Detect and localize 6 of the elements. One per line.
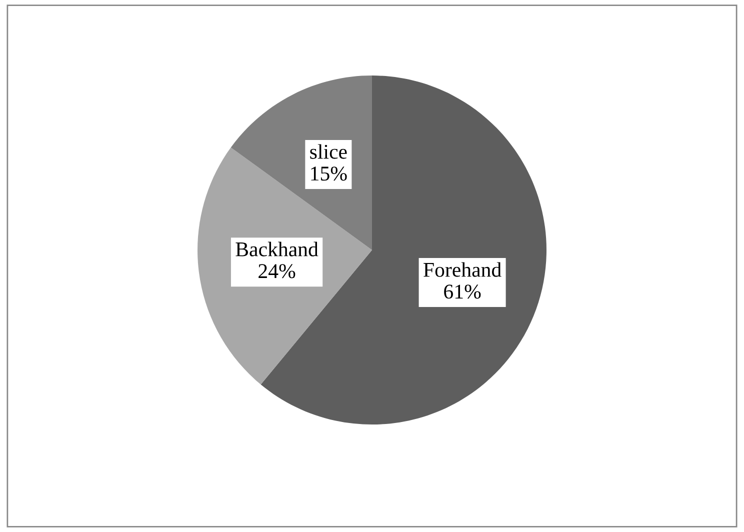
slice-label: Backhand bbox=[236, 242, 318, 256]
slice-label: Forehand bbox=[424, 262, 502, 277]
data-label: 15% bbox=[311, 166, 347, 181]
data-label: 24% bbox=[258, 264, 296, 278]
data-label: 61% bbox=[444, 284, 481, 299]
slice-label: slice bbox=[310, 144, 347, 159]
